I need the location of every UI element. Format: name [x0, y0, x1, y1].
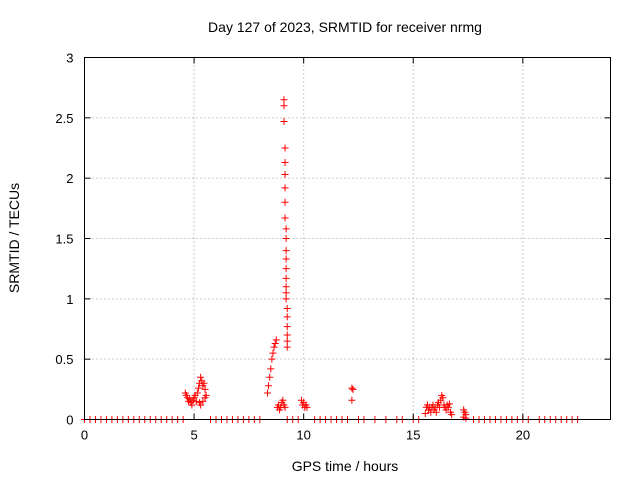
data-point	[199, 397, 207, 405]
x-axis-label: GPS time / hours	[292, 458, 399, 474]
x-tick-label: 20	[516, 428, 530, 443]
data-points	[81, 96, 582, 423]
data-point	[282, 274, 290, 282]
data-point	[281, 403, 289, 411]
chart-title: Day 127 of 2023, SRMTID for receiver nrm…	[208, 19, 482, 35]
y-tick-label: 2.5	[55, 111, 73, 126]
data-point	[186, 395, 194, 403]
y-tick-label: 3	[66, 51, 73, 66]
data-point	[432, 408, 440, 416]
data-point	[266, 373, 274, 381]
grid	[84, 57, 611, 420]
data-point	[267, 365, 275, 373]
data-point	[283, 323, 291, 331]
data-point	[348, 384, 356, 392]
y-tick-label: 1	[66, 292, 73, 307]
data-point	[281, 198, 289, 206]
x-tick-label: 10	[296, 428, 310, 443]
x-tick-label: 15	[406, 428, 420, 443]
data-point	[197, 373, 205, 381]
data-point	[201, 385, 209, 393]
data-point	[272, 336, 280, 344]
data-point	[303, 403, 311, 411]
data-point	[201, 394, 209, 402]
data-point	[281, 144, 289, 152]
data-point	[421, 409, 429, 417]
data-point	[192, 397, 200, 405]
y-axis-label: SRMTID / TECUs	[6, 183, 22, 293]
data-point	[280, 102, 288, 110]
y-tick-label: 2	[66, 171, 73, 186]
data-point	[283, 337, 291, 345]
y-tick-label: 1.5	[55, 232, 73, 247]
data-point	[282, 295, 290, 303]
data-point	[282, 283, 290, 291]
data-point	[282, 235, 290, 242]
data-point	[264, 389, 272, 397]
data-point	[448, 411, 456, 419]
data-point	[200, 379, 208, 387]
tick-labels: 0 5 10 15 20 0 0.5 1 1.5 2 2.5 3	[55, 51, 530, 443]
axis-ticks	[84, 57, 611, 420]
x-tick-label: 5	[190, 428, 197, 443]
data-point	[281, 214, 289, 222]
data-point	[196, 399, 204, 407]
data-point	[283, 304, 291, 312]
data-point	[280, 117, 288, 125]
x-tick-label: 0	[81, 428, 88, 443]
data-point	[348, 396, 356, 404]
data-point	[281, 184, 289, 192]
data-point	[283, 343, 291, 351]
data-point	[282, 247, 290, 255]
data-point	[269, 349, 277, 357]
data-point	[193, 389, 201, 397]
data-point	[265, 382, 273, 390]
data-point	[445, 400, 453, 408]
data-point	[194, 384, 202, 392]
data-point	[439, 394, 447, 402]
data-point	[282, 265, 290, 273]
data-point	[444, 403, 452, 411]
data-point	[282, 225, 290, 233]
data-point	[279, 396, 287, 404]
data-point	[282, 289, 290, 297]
data-point	[282, 255, 290, 263]
data-point	[270, 343, 278, 351]
data-point	[280, 96, 288, 104]
data-point	[271, 339, 279, 347]
y-tick-label: 0	[66, 413, 73, 428]
y-tick-label: 0.5	[55, 352, 73, 367]
data-point	[281, 171, 289, 179]
plot-frame	[84, 57, 611, 420]
data-point	[188, 401, 196, 409]
data-point	[283, 331, 291, 339]
data-point	[462, 414, 470, 422]
data-point	[283, 313, 291, 321]
data-point	[349, 385, 357, 393]
data-point	[281, 158, 289, 166]
data-point	[268, 355, 276, 363]
